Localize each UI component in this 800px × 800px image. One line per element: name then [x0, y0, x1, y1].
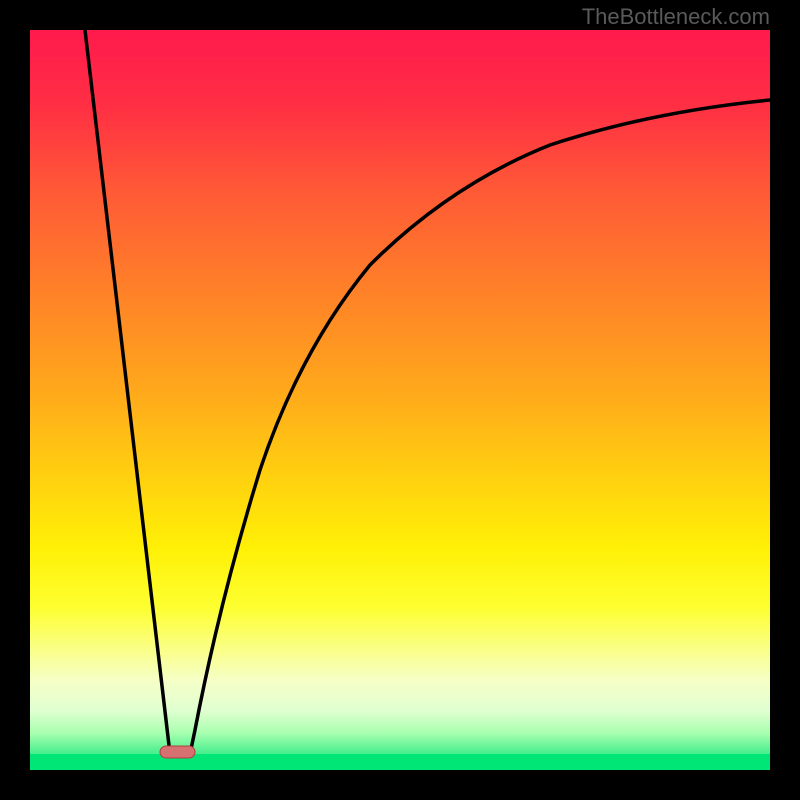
chart-container: TheBottleneck.com: [0, 0, 800, 800]
gradient-background: [30, 30, 770, 770]
watermark-text: TheBottleneck.com: [582, 4, 770, 30]
bottom-green-band: [30, 754, 770, 770]
plot-area: [30, 30, 770, 770]
minimum-marker: [160, 746, 195, 758]
chart-svg: [30, 30, 770, 770]
